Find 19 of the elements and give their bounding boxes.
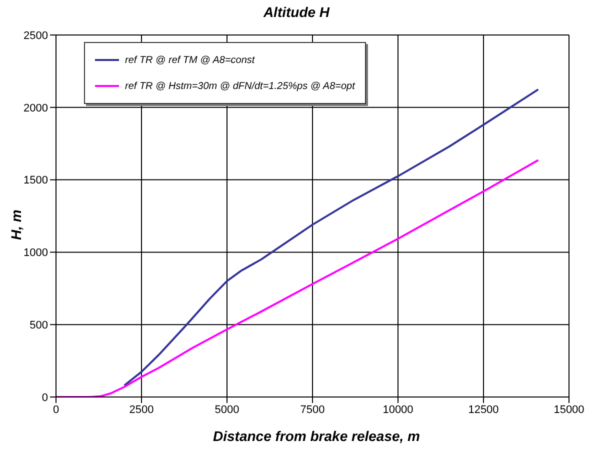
y-tick-label: 2500 [24,30,48,42]
x-tick-label: 5000 [214,404,240,416]
y-tick-label: 0 [42,392,48,404]
chart-title: Altitude H [262,4,331,20]
x-tick-label: 7500 [300,404,325,416]
y-axis-title: H, m [8,210,24,240]
y-tick-label: 500 [30,320,48,332]
y-tick-label: 2000 [24,102,48,114]
x-tick-label: 10000 [382,404,414,416]
x-tick-label: 0 [52,404,60,416]
x-tick-label: 15000 [554,404,584,416]
x-axis-title: Distance from brake release, m [212,428,421,444]
legend-label: ref TR @ Hstm=30m @ dFN/dt=1.25%ps @ A8=opt [125,80,355,92]
x-tick-label: 12500 [468,404,499,416]
y-tick-label: 1000 [24,247,48,260]
legend-label: ref TR @ ref TM @ A8=const [125,54,255,66]
y-tick-label: 1500 [24,174,48,187]
x-tick-label: 2500 [129,404,154,416]
line-series [56,159,540,397]
